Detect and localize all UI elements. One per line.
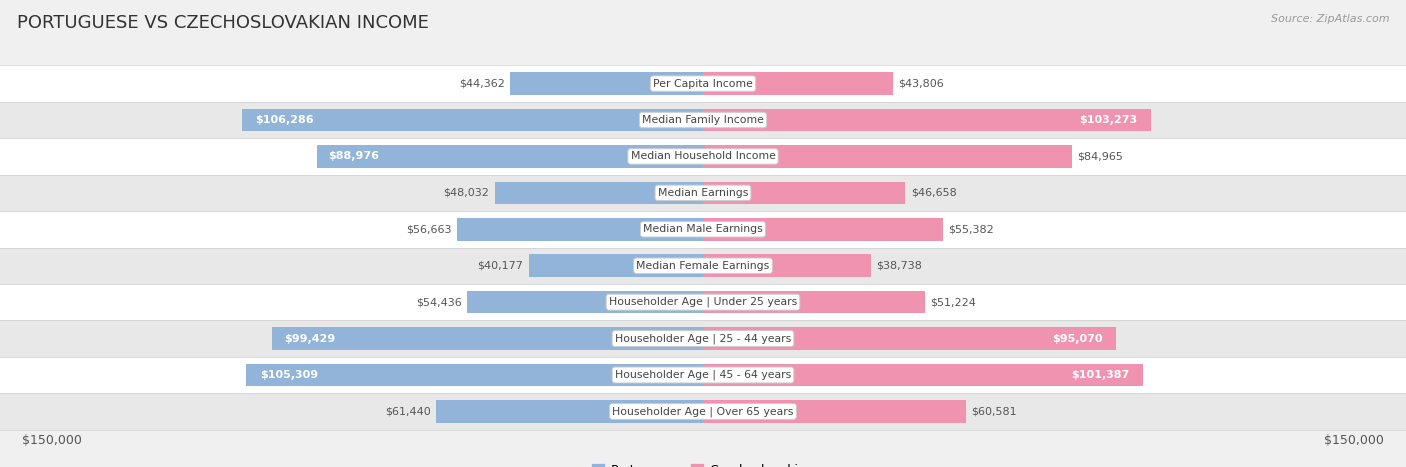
Text: $105,309: $105,309 [260, 370, 318, 380]
Bar [0, 393, 1406, 430]
Bar [0, 175, 1406, 211]
Bar [0, 211, 1406, 248]
Text: $99,429: $99,429 [284, 333, 336, 344]
Bar [703, 327, 1115, 350]
Text: Householder Age | 45 - 64 years: Householder Age | 45 - 64 years [614, 370, 792, 380]
Bar [703, 109, 1152, 131]
Text: $54,436: $54,436 [416, 297, 461, 307]
Text: Median Earnings: Median Earnings [658, 188, 748, 198]
Text: $101,387: $101,387 [1071, 370, 1130, 380]
Bar [271, 327, 703, 350]
Text: Median Female Earnings: Median Female Earnings [637, 261, 769, 271]
Text: Median Family Income: Median Family Income [643, 115, 763, 125]
Text: $103,273: $103,273 [1080, 115, 1137, 125]
Bar [703, 182, 905, 204]
Text: Householder Age | Under 25 years: Householder Age | Under 25 years [609, 297, 797, 307]
Bar [0, 320, 1406, 357]
Bar [467, 291, 703, 313]
Text: $61,440: $61,440 [385, 406, 432, 417]
Bar [703, 400, 966, 423]
Bar [0, 284, 1406, 320]
Bar [703, 145, 1071, 168]
Bar [510, 72, 703, 95]
Text: Householder Age | 25 - 44 years: Householder Age | 25 - 44 years [614, 333, 792, 344]
Text: Householder Age | Over 65 years: Householder Age | Over 65 years [612, 406, 794, 417]
Bar [703, 218, 943, 241]
Bar [246, 364, 703, 386]
Bar [436, 400, 703, 423]
Text: $44,362: $44,362 [460, 78, 505, 89]
Text: $48,032: $48,032 [443, 188, 489, 198]
Text: $88,976: $88,976 [329, 151, 380, 162]
Bar [703, 291, 925, 313]
Text: $84,965: $84,965 [1077, 151, 1123, 162]
Bar [703, 72, 893, 95]
Bar [0, 138, 1406, 175]
Text: $106,286: $106,286 [256, 115, 314, 125]
Bar [457, 218, 703, 241]
Bar [703, 364, 1143, 386]
Text: $56,663: $56,663 [406, 224, 451, 234]
Bar [495, 182, 703, 204]
Text: $38,738: $38,738 [876, 261, 922, 271]
Text: Median Household Income: Median Household Income [630, 151, 776, 162]
Bar [0, 248, 1406, 284]
Text: $40,177: $40,177 [478, 261, 523, 271]
Bar [0, 102, 1406, 138]
Bar [316, 145, 703, 168]
Text: Source: ZipAtlas.com: Source: ZipAtlas.com [1271, 14, 1389, 24]
Bar [703, 255, 872, 277]
Text: $55,382: $55,382 [949, 224, 994, 234]
Bar [0, 65, 1406, 102]
Text: Per Capita Income: Per Capita Income [652, 78, 754, 89]
Bar [529, 255, 703, 277]
Text: PORTUGUESE VS CZECHOSLOVAKIAN INCOME: PORTUGUESE VS CZECHOSLOVAKIAN INCOME [17, 14, 429, 32]
Bar [242, 109, 703, 131]
Legend: Portuguese, Czechoslovakian: Portuguese, Czechoslovakian [586, 459, 820, 467]
Text: $60,581: $60,581 [972, 406, 1017, 417]
Text: $95,070: $95,070 [1053, 333, 1104, 344]
Text: $51,224: $51,224 [931, 297, 976, 307]
Text: $43,806: $43,806 [898, 78, 943, 89]
Text: $46,658: $46,658 [911, 188, 956, 198]
Bar [0, 357, 1406, 393]
Text: Median Male Earnings: Median Male Earnings [643, 224, 763, 234]
